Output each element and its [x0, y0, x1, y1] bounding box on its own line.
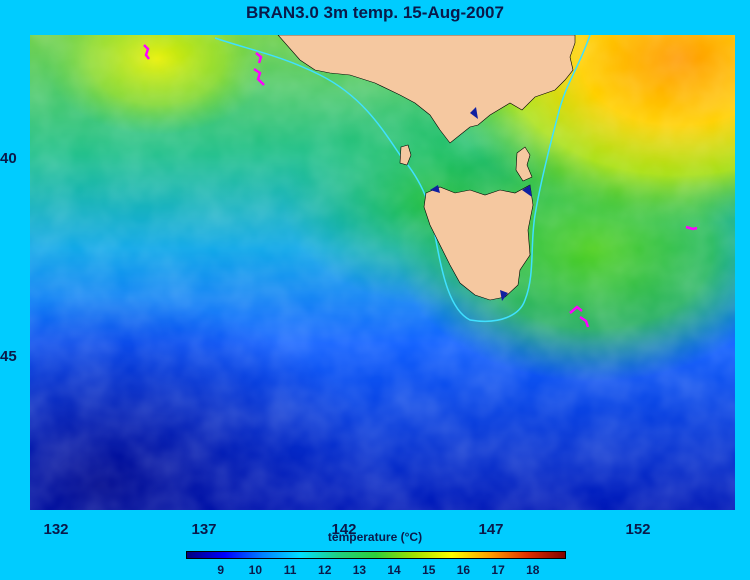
king-island — [399, 144, 412, 166]
longitude-tick-137: 137 — [191, 521, 217, 538]
colorbar-tick-label: 13 — [352, 563, 367, 577]
colorbar-tick-label: 9 — [217, 563, 225, 577]
sea-temperature-map — [30, 35, 735, 510]
colorbar-tick-label: 18 — [526, 563, 540, 577]
flinders-island — [515, 146, 533, 182]
shelf-contour-line — [214, 35, 591, 322]
longitude-tick-147: 147 — [478, 521, 504, 538]
temperature-colorbar — [186, 551, 566, 559]
colorbar-tick-label: 10 — [248, 563, 263, 577]
map-title: BRAN3.0 3m temp. 15-Aug-2007 — [246, 3, 504, 22]
colorbar-label: temperature (°C) — [327, 530, 423, 544]
longitude-tick-142: 142 — [331, 521, 357, 538]
latitude-tick-40: 40 — [0, 150, 17, 167]
colorbar-tick-label: 17 — [491, 563, 505, 577]
tasmania — [423, 184, 534, 301]
eddy-texture — [30, 35, 735, 510]
colorbar-tick-label: 11 — [283, 563, 297, 577]
colorbar-tick-label: 14 — [387, 563, 401, 577]
colorbar-tick-label: 15 — [422, 563, 436, 577]
longitude-tick-152: 152 — [625, 521, 651, 538]
drifter-markers — [143, 44, 698, 328]
colorbar-tick-label: 16 — [456, 563, 471, 577]
latitude-tick-45: 45 — [0, 348, 17, 365]
longitude-tick-132: 132 — [43, 521, 69, 538]
mainland-australia — [277, 35, 576, 144]
colorbar-tick-label: 12 — [318, 563, 332, 577]
map-canvas — [30, 35, 735, 510]
